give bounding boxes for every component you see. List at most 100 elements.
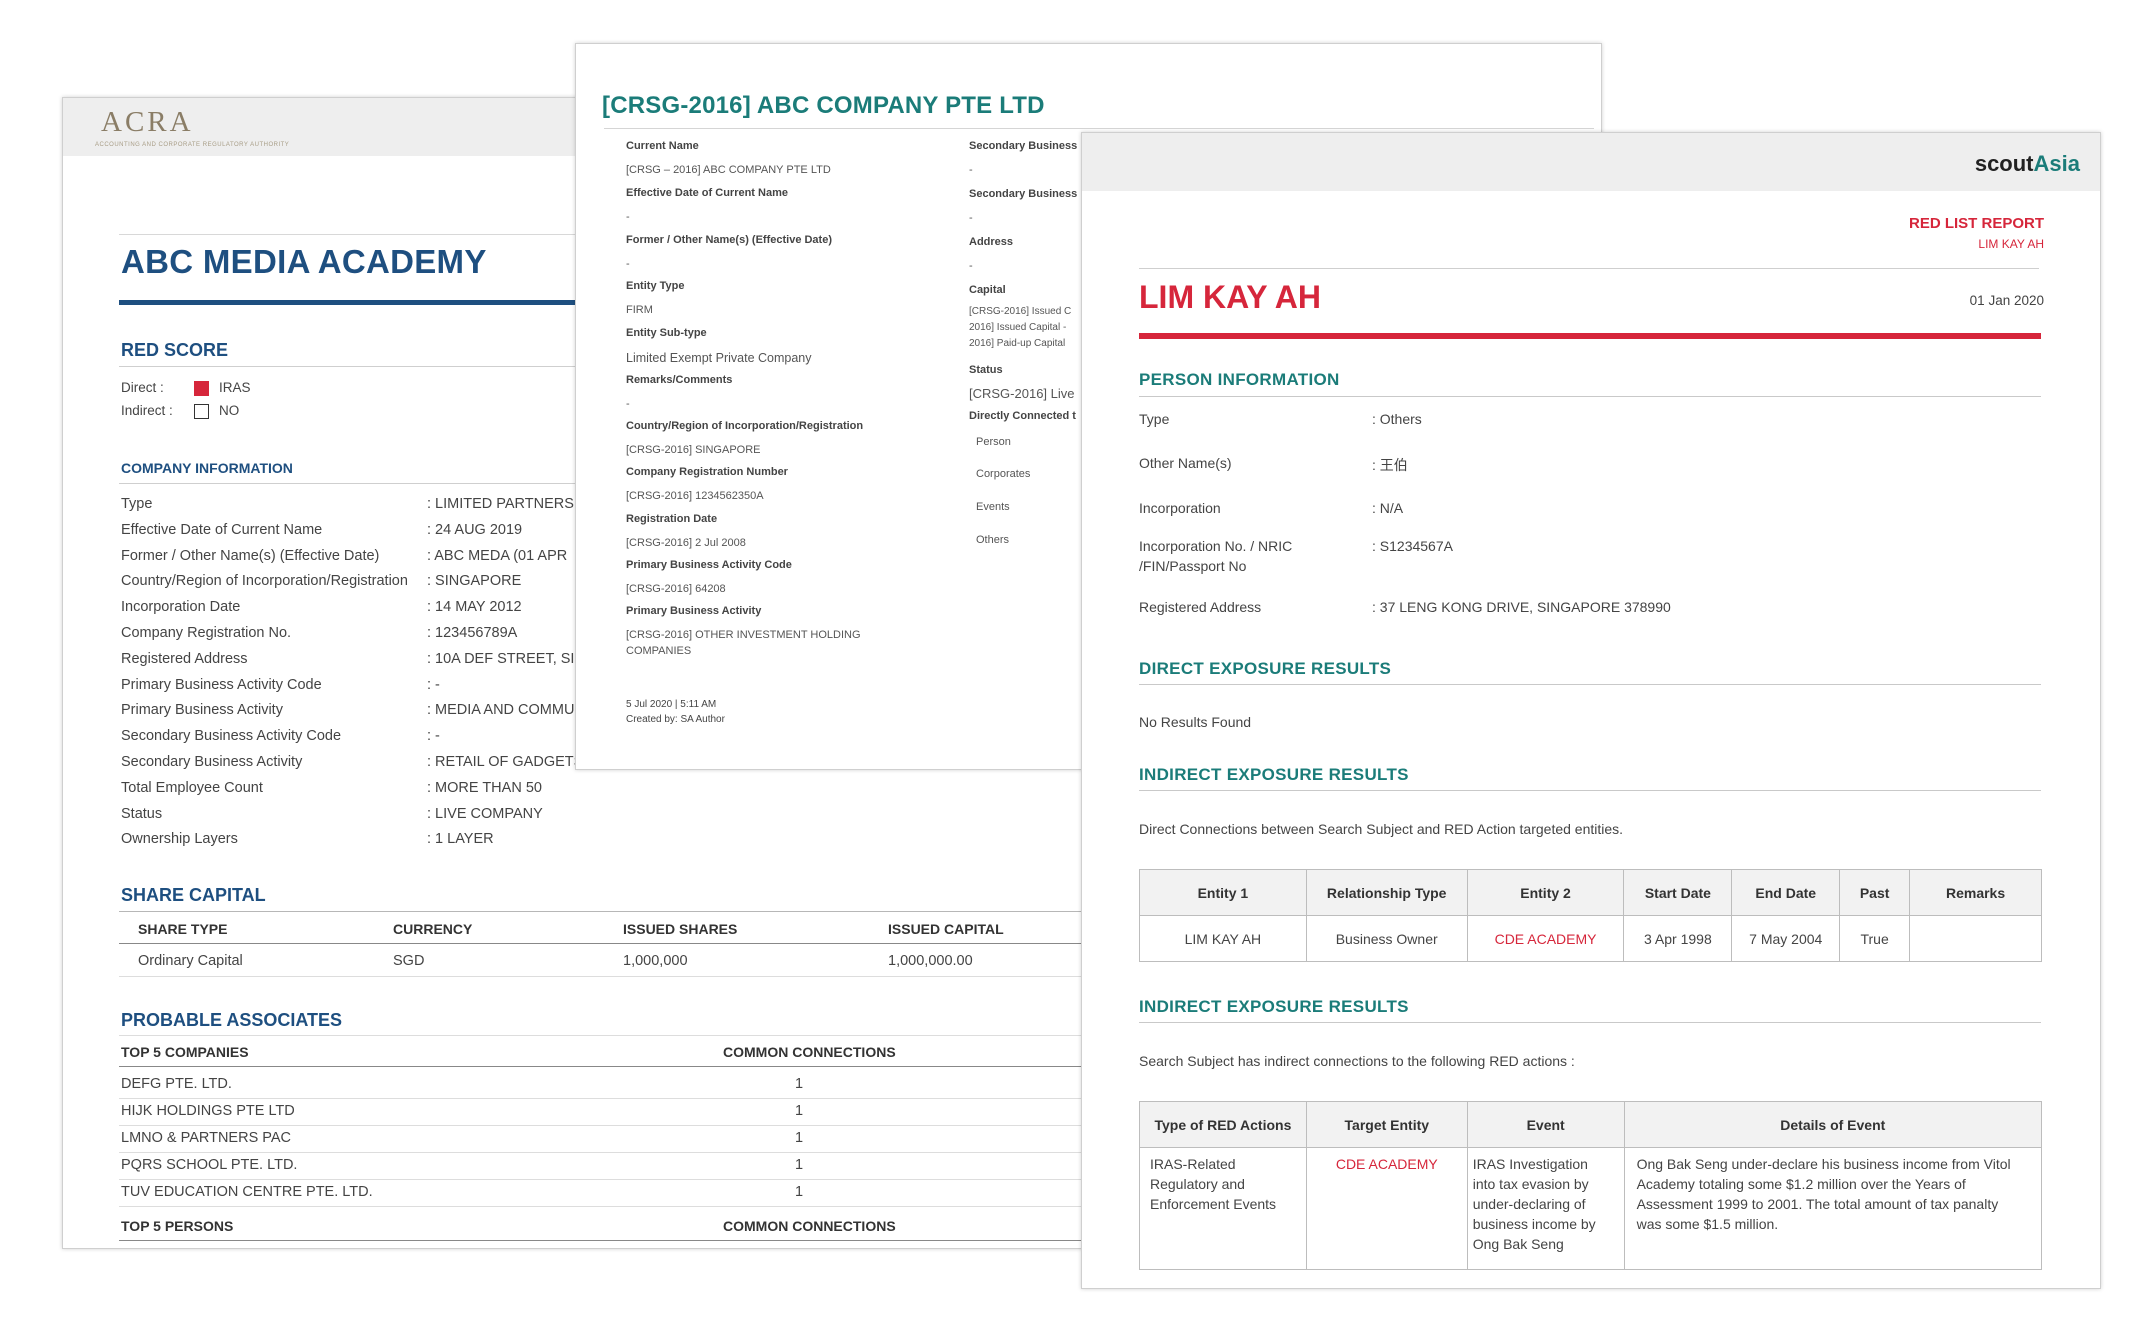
person-info-label-continued: /FIN/Passport No (1139, 558, 1247, 574)
associate-company-name[interactable]: LMNO & PARTNERS PAC (121, 1130, 292, 1146)
field-value: [CRSG-2016] 2 Jul 2008 (626, 537, 746, 549)
red-score-heading: RED SCORE (121, 340, 229, 360)
table-row: LIM KAY AH Business Owner CDE ACADEMY 3 … (1139, 915, 2042, 962)
person-info-heading: PERSON INFORMATION (1139, 370, 1340, 389)
share-capital-heading: SHARE CAPITAL (121, 885, 266, 905)
cell-line: into tax evasion by (1472, 1176, 1589, 1192)
info-value: : LIMITED PARTNERS (427, 496, 574, 512)
person-info-label: Incorporation No. / NRIC (1139, 538, 1293, 554)
person-info-label: Registered Address (1139, 599, 1262, 615)
secondary-code-value: - (969, 164, 973, 176)
field-label: Remarks/Comments (626, 374, 733, 386)
divider (119, 1125, 1264, 1126)
info-value: : 1 LAYER (427, 831, 494, 848)
indirect-exposure-heading-2: INDIRECT EXPOSURE RESULTS (1139, 997, 1409, 1016)
target-entity-link[interactable]: CDE ACADEMY (1305, 1147, 1468, 1270)
company-info-heading: COMPANY INFORMATION (121, 460, 293, 476)
connected-corporates[interactable]: Corporates (976, 468, 1031, 480)
field-value: [CRSG-2016] SINGAPORE (626, 444, 761, 456)
cell-line: was some $1.5 million. (1636, 1216, 1779, 1232)
connected-others[interactable]: Others (976, 534, 1010, 546)
col-target-entity: Target Entity (1305, 1101, 1468, 1148)
info-value: : SINGAPORE (427, 573, 522, 590)
connected-person[interactable]: Person (976, 436, 1011, 448)
red-actions-table: Type of RED Actions Target Entity Event … (1139, 1101, 2043, 1270)
info-value: : 14 MAY 2012 (427, 599, 522, 616)
col-top-persons: TOP 5 PERSONS (121, 1218, 234, 1234)
col-share-type: SHARE TYPE (138, 921, 228, 937)
direct-exposure-heading: DIRECT EXPOSURE RESULTS (1139, 659, 1392, 678)
field-value: - (626, 398, 630, 410)
address-label: Address (969, 236, 1014, 248)
associate-count: 1 (795, 1103, 804, 1119)
person-info-label: Type (1139, 411, 1170, 427)
status-label: Status (969, 364, 1003, 376)
info-label: Country/Region of Incorporation/Registra… (121, 573, 408, 590)
associate-company-name[interactable]: DEFG PTE. LTD. (121, 1076, 232, 1092)
divider (604, 128, 1594, 129)
divider (119, 911, 1264, 912)
scoutasia-logo: scoutAsia (1975, 151, 2080, 177)
divider (1139, 268, 2039, 269)
info-label: Secondary Business Activity (121, 754, 303, 770)
empty-indicator-icon (194, 404, 209, 419)
title-underline (1139, 333, 2041, 339)
divider (119, 1035, 1264, 1036)
share-type-value: Ordinary Capital (138, 953, 243, 969)
col-event: Event (1466, 1101, 1625, 1148)
info-label: Primary Business Activity (121, 702, 283, 719)
col-common-connections: COMMON CONNECTIONS (723, 1044, 896, 1060)
associates-heading: PROBABLE ASSOCIATES (121, 1010, 343, 1030)
info-value: : 24 AUG 2019 (427, 521, 523, 538)
divider (119, 1152, 1264, 1153)
info-value: : ABC MEDA (01 APR (427, 547, 568, 564)
footer-date: 5 Jul 2020 | 5:11 AM (626, 699, 717, 710)
associate-count: 1 (795, 1130, 804, 1146)
person-info-value: : S1234567A (1372, 538, 1453, 554)
field-label: Current Name (626, 140, 699, 152)
info-label: Incorporation Date (121, 599, 241, 616)
col-remarks: Remarks (1909, 869, 2042, 916)
connected-events[interactable]: Events (976, 501, 1010, 513)
entity-2-link[interactable]: CDE ACADEMY (1466, 915, 1625, 962)
capital-label: Capital (969, 284, 1006, 296)
start-date-cell: 3 Apr 1998 (1623, 915, 1733, 962)
profile-title: [CRSG-2016] ABC COMPANY PTE LTD (602, 92, 1045, 119)
acra-logo-tagline: ACCOUNTING AND CORPORATE REGULATORY AUTH… (95, 142, 290, 148)
cell-line: Assessment 1999 to 2001. The total amoun… (1636, 1196, 1999, 1212)
indirect-label: Indirect : (121, 403, 173, 418)
associate-company-name[interactable]: TUV EDUCATION CENTRE PTE. LTD. (121, 1184, 373, 1200)
indirect-value: NO (219, 403, 240, 418)
issued-shares-value: 1,000,000 (623, 953, 688, 969)
associate-company-name[interactable]: PQRS SCHOOL PTE. LTD. (121, 1157, 298, 1173)
divider (1139, 1022, 2041, 1023)
col-persons-connections: COMMON CONNECTIONS (723, 1218, 896, 1234)
report-subject: LIM KAY AH (1978, 237, 2044, 251)
person-info-value: : 王伯 (1372, 457, 1408, 473)
indirect-actions-description: Search Subject has indirect connections … (1139, 1053, 1575, 1069)
brand-part1: scout (1974, 151, 2034, 176)
red-indicator-icon (194, 381, 209, 396)
divider (119, 976, 1264, 977)
info-label: Former / Other Name(s) (Effective Date) (121, 547, 380, 564)
divider (1139, 396, 2041, 397)
col-past: Past (1839, 869, 1911, 916)
status-value: [CRSG-2016] Live (969, 386, 1075, 401)
secondary-activity-value: - (969, 212, 973, 224)
cell-line: business income by (1472, 1216, 1596, 1232)
cell-line: Ong Bak Seng (1472, 1236, 1564, 1252)
entity-1-cell: LIM KAY AH (1139, 915, 1307, 962)
field-label: Country/Region of Incorporation/Registra… (626, 420, 864, 432)
associate-count: 1 (795, 1076, 804, 1092)
field-label: Primary Business Activity Code (626, 559, 792, 571)
red-action-type-cell: IRAS-Related Regulatory and Enforcement … (1139, 1147, 1307, 1270)
col-relationship-type: Relationship Type (1305, 869, 1468, 916)
relationship-cell: Business Owner (1305, 915, 1468, 962)
divider (119, 1066, 1264, 1067)
cell-line: Regulatory and (1150, 1176, 1245, 1192)
info-value: : MORE THAN 50 (427, 779, 542, 796)
direct-connections-table: Entity 1 Relationship Type Entity 2 Star… (1139, 869, 2042, 962)
associate-company-name[interactable]: HIJK HOLDINGS PTE LTD (121, 1103, 295, 1119)
field-label: Company Registration Number (626, 466, 788, 478)
divider (119, 1240, 1264, 1241)
